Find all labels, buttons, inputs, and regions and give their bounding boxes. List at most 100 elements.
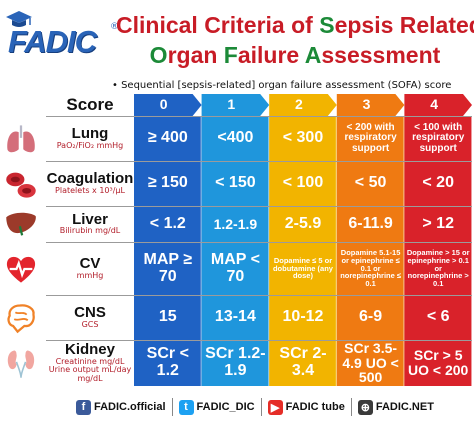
organ-name: Kidney <box>64 340 115 358</box>
score-cell: < 1.2 <box>149 214 186 232</box>
row-divider <box>46 295 472 296</box>
score-column-band <box>134 94 202 386</box>
score-color-bands <box>134 94 472 386</box>
score-column-band <box>404 94 472 386</box>
organ-label-cns: CNS GCS <box>46 295 134 340</box>
score-cell: < 6 <box>426 308 450 326</box>
score-column-band <box>201 94 270 386</box>
facebook-icon: f <box>76 399 91 415</box>
footer-link-text: FADIC_DIC <box>196 401 255 413</box>
website-icon: ⊕ <box>357 399 373 415</box>
score-cell: 1.2-1.9 <box>213 215 258 232</box>
title-segment: ssessment <box>321 42 441 68</box>
organ-name: Coagulation <box>46 170 134 188</box>
score-cell: < 20 <box>422 174 454 192</box>
score-cell: < 300 <box>282 129 324 147</box>
sofa-subtitle: • Sequential [sepsis-related] organ fail… <box>112 80 452 91</box>
score-cell: 10-12 <box>282 308 324 326</box>
score-column-header: 1 <box>227 96 236 112</box>
score-column-header: 4 <box>430 96 438 112</box>
row-divider <box>46 242 472 243</box>
organ-unit: Platelets x 10³/µL <box>55 185 125 195</box>
youtube-icon: ▶ <box>267 399 283 415</box>
organ-label-lung: Lung PaO₂/FiO₂ mmHg <box>46 116 134 161</box>
footer-link-text: FADIC.official <box>94 401 166 413</box>
score-cell: SCr < 1.2 <box>146 345 189 379</box>
footer-link-text: FADIC tube <box>285 401 345 413</box>
score-cell: 2-5.9 <box>284 214 322 232</box>
organ-label-cv: CV mmHg <box>46 242 134 295</box>
title-segment: F <box>223 42 238 68</box>
organ-name: CV <box>79 255 101 273</box>
footer-link-website[interactable]: ⊕ FADIC.NET <box>357 399 434 415</box>
footer-separator <box>260 398 262 416</box>
organ-label-liver: Liver Bilirubin mg/dL <box>46 206 134 242</box>
organ-name: Lung <box>71 125 109 143</box>
score-cell: < 200 with respiratory support <box>344 121 397 154</box>
score-cell: < 100 <box>282 174 324 192</box>
score-cell: 15 <box>158 308 177 326</box>
score-cell: < 50 <box>354 174 387 192</box>
title-segment: epsis Related <box>334 12 474 38</box>
organ-unit: PaO₂/FiO₂ mmHg <box>56 140 124 150</box>
heart-icon <box>6 256 36 283</box>
title-segment: Clinical Criteria of <box>116 12 320 38</box>
organ-name: CNS <box>74 304 106 322</box>
score-column-header: 3 <box>362 96 371 112</box>
footer-link-twitter[interactable]: t FADIC_DIC <box>178 399 255 415</box>
fadic-logo: FADIC ® <box>4 10 119 59</box>
title-segment: rgan <box>167 42 224 68</box>
score-column-band <box>269 94 337 386</box>
registered-mark: ® <box>110 22 119 32</box>
organ-label-kidney: Kidney Creatinine mg/dL Urine output mL/d… <box>46 340 134 386</box>
blood-cells-icon <box>6 172 36 198</box>
score-cell: > 12 <box>422 214 454 232</box>
score-cell: 13-14 <box>214 308 256 326</box>
graduation-cap-icon <box>6 11 32 27</box>
page-title-line-1: Clinical Criteria of Sepsis Related <box>116 12 474 39</box>
organ-unit: mmHg <box>76 270 104 280</box>
organ-name: Liver <box>72 210 108 228</box>
score-cell: 6-11.9 <box>348 214 393 232</box>
organ-unit: Bilirubin mg/dL <box>59 226 121 236</box>
footer-separator <box>171 398 173 416</box>
row-divider <box>46 340 472 341</box>
title-segment: O <box>149 42 168 68</box>
footer-link-youtube[interactable]: ▶ FADIC tube <box>267 399 345 415</box>
social-footer: f FADIC.official t FADIC_DIC ▶ FADIC tube ⊕ FAD… <box>0 392 474 422</box>
organ-label-coagulation: Coagulation Platelets x 10³/µL <box>46 161 134 206</box>
score-cell: SCr 2-3.4 <box>279 345 327 379</box>
row-divider <box>46 206 472 207</box>
brand-name: FADIC <box>8 24 97 59</box>
row-divider <box>46 161 472 162</box>
liver-icon <box>6 212 36 236</box>
score-cell: SCr 1.2-1.9 <box>205 345 266 379</box>
footer-link-facebook[interactable]: f FADIC.official <box>76 399 166 415</box>
score-header: Score <box>46 94 134 116</box>
twitter-icon: t <box>178 399 194 415</box>
score-cell: Dopamine ≤ 5 or dobutamine (any dose) <box>272 255 333 281</box>
score-cell: Dopamine 5.1-15 or epinephrine ≤ 0.1 or … <box>340 247 401 289</box>
score-cell: Dopamine > 15 or epinephrine > 0.1 or no… <box>406 247 470 289</box>
score-cell: <400 <box>217 129 254 147</box>
score-cell: SCr > 5 UO < 200 <box>408 347 469 378</box>
title-segment: A <box>304 42 322 68</box>
lungs-icon <box>7 124 35 152</box>
kidneys-icon <box>7 350 35 378</box>
score-cell: < 150 <box>215 174 256 192</box>
score-column-header: 2 <box>295 96 303 112</box>
page-title-line-2: Organ Failure Assessment <box>116 42 474 69</box>
score-cell: 6-9 <box>359 308 383 326</box>
title-segment: S <box>319 12 335 38</box>
brain-icon <box>7 303 35 333</box>
score-cell: MAP ≥ 70 <box>143 250 193 285</box>
footer-link-text: FADIC.NET <box>375 401 434 413</box>
footer-separator <box>350 398 352 416</box>
organ-unit: GCS <box>81 319 99 329</box>
row-divider <box>46 116 472 117</box>
score-cell: ≥ 400 <box>147 129 188 147</box>
score-cell: SCr 3.5-4.9 UO < 500 <box>342 339 399 386</box>
score-cell: ≥ 150 <box>147 174 188 192</box>
score-cell: MAP < 70 <box>210 250 260 285</box>
score-column-band <box>336 94 405 386</box>
